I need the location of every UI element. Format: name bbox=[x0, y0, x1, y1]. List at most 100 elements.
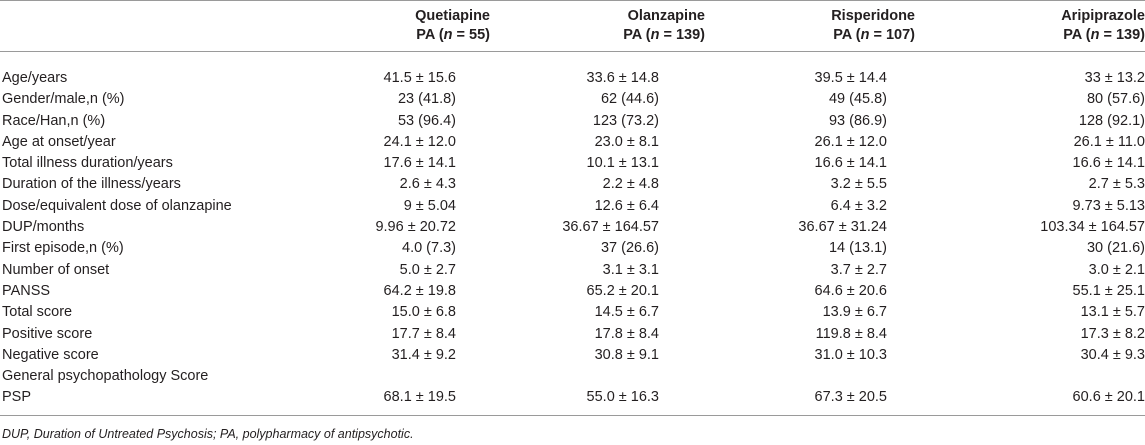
table-footnote: DUP, Duration of Untreated Psychosis; PA… bbox=[2, 427, 414, 441]
cell-value: 3.0 ± 2.1 bbox=[1088, 261, 1145, 278]
cell-value: 23.0 ± 8.1 bbox=[594, 133, 659, 150]
cell-value: 17.3 ± 8.2 bbox=[1080, 325, 1145, 342]
cell-value: 26.1 ± 12.0 bbox=[814, 133, 887, 150]
cell-value: 60.6 ± 20.1 bbox=[915, 387, 1145, 416]
cell-value: 30 (21.6) bbox=[1086, 240, 1145, 257]
table-row: PSP 68.1 ± 19.5 55.0 ± 16.3 67.3 ± 20.5 60.6… bbox=[0, 387, 1145, 416]
cell-value: 16.6 ± 14.1 bbox=[1072, 155, 1145, 172]
cell-value: 16.6 ± 14.1 bbox=[814, 155, 887, 172]
cell-value: 37 (26.6) bbox=[600, 240, 659, 257]
cell-value: 119.8 ± 8.4 bbox=[815, 325, 887, 342]
table-row: Duration of the illness/years 2.6 ± 4.3 2.… bbox=[0, 174, 1145, 195]
column-header-line2: PA (n = 107) bbox=[833, 27, 915, 43]
row-label: Positive score bbox=[2, 325, 93, 342]
row-label: Total score bbox=[2, 304, 73, 321]
column-header-line1: Quetiapine bbox=[415, 8, 490, 24]
table-row: Gender/male,n (%) 23 (41.8) 62 (44.6) 49 (4… bbox=[0, 89, 1145, 110]
table-row: Total illness duration/years 17.6 ± 14.1 1… bbox=[0, 153, 1145, 174]
cell-value bbox=[915, 366, 1145, 387]
cell-value: 2.7 ± 5.3 bbox=[1088, 176, 1145, 193]
cell-value: 9 ± 5.04 bbox=[403, 197, 456, 214]
table-row: Total score 15.0 ± 6.8 14.5 ± 6.7 13.9 ± 6.… bbox=[0, 302, 1145, 323]
cell-value: 33 ± 13.2 bbox=[1084, 70, 1145, 86]
cell-value: 30.4 ± 9.3 bbox=[1080, 346, 1145, 363]
column-header-line1: Risperidone bbox=[831, 8, 915, 24]
cell-value: 64.6 ± 20.6 bbox=[814, 282, 887, 299]
cell-value: 14.5 ± 6.7 bbox=[594, 304, 659, 321]
cell-value bbox=[320, 366, 490, 387]
cell-value: 6.4 ± 3.2 bbox=[830, 197, 887, 214]
cell-value: 13.9 ± 6.7 bbox=[822, 304, 887, 321]
cell-value: 80 (57.6) bbox=[1086, 91, 1145, 108]
row-label: PANSS bbox=[2, 282, 51, 299]
cell-value: 128 (92.1) bbox=[1078, 112, 1145, 129]
row-label: Negative score bbox=[2, 346, 99, 363]
cell-value: 53 (96.4) bbox=[397, 112, 456, 129]
row-label: General psychopathology Score bbox=[2, 368, 209, 385]
table-row: Positive score 17.7 ± 8.4 17.8 ± 8.4 119.8 … bbox=[0, 324, 1145, 345]
data-table: Quetiapine PA (n = 55) Olanzapine PA (n … bbox=[0, 0, 1145, 416]
cell-value: 31.4 ± 9.2 bbox=[391, 346, 456, 363]
table-row: DUP/months 9.96 ± 20.72 36.67 ± 164.57 36.6… bbox=[0, 217, 1145, 238]
cell-value: 3.7 ± 2.7 bbox=[830, 261, 887, 278]
cell-value: 36.67 ± 164.57 bbox=[562, 219, 659, 236]
row-label: Number of onset bbox=[2, 261, 110, 278]
row-label: First episode,n (%) bbox=[2, 240, 124, 257]
cell-value: 55.0 ± 16.3 bbox=[490, 387, 705, 416]
cell-value: 24.1 ± 12.0 bbox=[383, 133, 456, 150]
table-header: Quetiapine PA (n = 55) Olanzapine PA (n … bbox=[0, 0, 1145, 52]
cell-value: 62 (44.6) bbox=[600, 91, 659, 108]
cell-value: 3.1 ± 3.1 bbox=[602, 261, 659, 278]
cell-value: 39.5 ± 14.4 bbox=[814, 70, 887, 86]
table-row: First episode,n (%) 4.0 (7.3) 37 (26.6) 14 … bbox=[0, 238, 1145, 259]
cell-value: 36.67 ± 31.24 bbox=[798, 219, 887, 236]
cell-value: 123 (73.2) bbox=[592, 112, 659, 129]
row-label: Age/years bbox=[2, 70, 68, 86]
cell-value: 13.1 ± 5.7 bbox=[1080, 304, 1145, 321]
cell-value: 9.96 ± 20.72 bbox=[375, 219, 456, 236]
column-header-olanzapine: Olanzapine PA (n = 139) bbox=[490, 0, 705, 52]
column-header-line1: Olanzapine bbox=[627, 8, 705, 24]
cell-value bbox=[490, 366, 705, 387]
row-label: Gender/male,n (%) bbox=[2, 91, 125, 108]
cell-value: 55.1 ± 25.1 bbox=[1072, 282, 1145, 299]
row-label: Total illness duration/years bbox=[2, 155, 173, 172]
cell-value: 10.1 ± 13.1 bbox=[586, 155, 659, 172]
cell-value: 93 (86.9) bbox=[828, 112, 887, 129]
cell-value: 103.34 ± 164.57 bbox=[1040, 219, 1145, 236]
table-row: Dose/equivalent dose of olanzapine 9 ± 5.… bbox=[0, 196, 1145, 217]
cell-value: 49 (45.8) bbox=[828, 91, 887, 108]
table-row: Number of onset 5.0 ± 2.7 3.1 ± 3.1 3.7 ± 2… bbox=[0, 260, 1145, 281]
column-header-line2: PA (n = 55) bbox=[416, 27, 490, 43]
cell-value: 17.8 ± 8.4 bbox=[594, 325, 659, 342]
cell-value: 41.5 ± 15.6 bbox=[383, 70, 456, 86]
row-label: Duration of the illness/years bbox=[2, 176, 181, 193]
cell-value: 17.7 ± 8.4 bbox=[391, 325, 456, 342]
table-row: Negative score 31.4 ± 9.2 30.8 ± 9.1 31.0 ±… bbox=[0, 345, 1145, 366]
cell-value: 2.6 ± 4.3 bbox=[399, 176, 456, 193]
row-label: Age at onset/year bbox=[2, 133, 116, 150]
cell-value: 23 (41.8) bbox=[397, 91, 456, 108]
table-row: PANSS 64.2 ± 19.8 65.2 ± 20.1 64.6 ± 20.6 55… bbox=[0, 281, 1145, 302]
column-header-line2: PA (n = 139) bbox=[623, 27, 705, 43]
cell-value: 64.2 ± 19.8 bbox=[383, 282, 456, 299]
column-header-risperidone: Risperidone PA (n = 107) bbox=[705, 0, 915, 52]
cell-value: 9.73 ± 5.13 bbox=[1072, 197, 1145, 214]
cell-value: 14 (13.1) bbox=[828, 240, 887, 257]
cell-value: 26.1 ± 11.0 bbox=[1073, 133, 1145, 150]
table-row: Age/years 41.5 ± 15.6 33.6 ± 14.8 39.5 ± 14… bbox=[0, 68, 1145, 89]
cell-value: 67.3 ± 20.5 bbox=[705, 387, 915, 416]
row-label: Dose/equivalent dose of olanzapine bbox=[2, 197, 232, 214]
row-label: PSP bbox=[0, 387, 320, 416]
row-label: DUP/months bbox=[2, 219, 85, 236]
cell-value: 12.6 ± 6.4 bbox=[594, 197, 659, 214]
column-header-quetiapine: Quetiapine PA (n = 55) bbox=[320, 0, 490, 52]
table-body: Age/years 41.5 ± 15.6 33.6 ± 14.8 39.5 ± 14… bbox=[0, 52, 1145, 416]
cell-value: 5.0 ± 2.7 bbox=[399, 261, 456, 278]
cell-value bbox=[705, 366, 915, 387]
column-header-line1: Aripiprazole bbox=[1061, 8, 1145, 24]
column-header-line2: PA (n = 139) bbox=[1063, 27, 1145, 43]
cell-value: 68.1 ± 19.5 bbox=[320, 387, 490, 416]
column-header-aripiprazole: Aripiprazole PA (n = 139) bbox=[915, 0, 1145, 52]
